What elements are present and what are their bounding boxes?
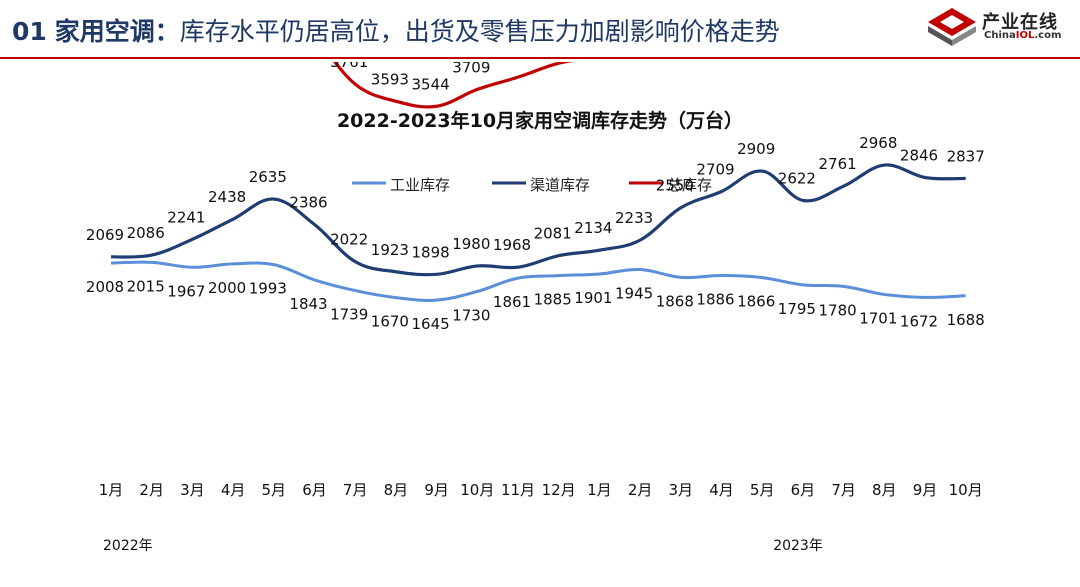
x-tick-label-15: 4月	[709, 481, 734, 499]
chinaiol-logo: 产业在线 ChinaIOL.com	[926, 6, 1076, 50]
data-label-s0-7: 1670	[371, 313, 409, 331]
data-label-s1-12: 2134	[574, 219, 612, 237]
x-tick-label-18: 7月	[831, 481, 856, 499]
data-label-s1-2: 2241	[167, 208, 205, 226]
section-subtitle: 库存水平仍居高位，出货及零售压力加剧影响价格走势	[179, 17, 780, 46]
data-label-s0-13: 1945	[615, 285, 653, 303]
x-tick-label-9: 10月	[460, 481, 494, 499]
x-tick-label-21: 10月	[949, 481, 983, 499]
series-line-2	[110, 0, 966, 109]
logo-mark-icon	[928, 8, 976, 46]
data-label-s0-4: 1993	[249, 280, 287, 298]
section-number: 01	[12, 17, 47, 46]
data-label-s0-17: 1795	[778, 300, 816, 318]
data-label-s1-5: 2386	[289, 193, 327, 211]
year-label-0: 2022年	[103, 538, 153, 554]
page-header: 01 家用空调：库存水平仍居高位，出货及零售压力加剧影响价格走势 产业在线 Ch…	[0, 0, 1080, 62]
data-label-s0-6: 1739	[330, 306, 368, 324]
data-label-s0-3: 2000	[208, 279, 246, 297]
data-label-s0-9: 1730	[452, 306, 490, 324]
x-tick-label-7: 8月	[384, 481, 409, 499]
chart-title: 2022-2023年10月家用空调库存走势（万台）	[337, 109, 743, 132]
data-label-s1-4: 2635	[249, 168, 287, 186]
logo-cn-text: 产业在线	[982, 12, 1058, 33]
year-label-1: 2023年	[773, 538, 823, 554]
series-line-0	[110, 260, 966, 302]
data-label-s1-15: 2709	[696, 161, 734, 179]
data-label-s1-11: 2081	[534, 225, 572, 243]
x-tick-label-17: 6月	[791, 481, 816, 499]
x-tick-label-4: 5月	[262, 481, 287, 499]
data-label-s1-7: 1923	[371, 241, 409, 259]
x-tick-label-6: 7月	[343, 481, 368, 499]
data-label-s1-8: 1898	[412, 243, 450, 261]
x-tick-label-3: 4月	[221, 481, 246, 499]
data-label-s0-2: 1967	[167, 282, 205, 300]
data-label-s0-12: 1901	[574, 289, 612, 307]
data-label-s1-6: 2022	[330, 231, 368, 249]
inventory-line-chart: 2022-2023年10月家用空调库存走势（万台） 工业库存 渠道库存 总库存 2008…	[86, 0, 985, 554]
x-tick-label-5: 6月	[302, 481, 327, 499]
data-label-s1-21: 2837	[947, 147, 985, 165]
x-tick-label-2: 3月	[180, 481, 205, 499]
x-tick-label-14: 3月	[669, 481, 694, 499]
data-label-s2-9: 3709	[452, 62, 490, 76]
x-tick-label-11: 12月	[542, 481, 576, 499]
x-tick-label-16: 5月	[750, 481, 775, 499]
x-tick-label-1: 2月	[139, 481, 164, 499]
x-tick-label-10: 11月	[501, 481, 535, 499]
data-label-s1-3: 2438	[208, 188, 246, 206]
data-label-s1-14: 2550	[656, 177, 694, 195]
logo-en-text: ChinaIOL.com	[984, 30, 1062, 41]
x-tick-label-19: 8月	[872, 481, 897, 499]
series-line-1	[110, 163, 966, 277]
page-title: 01 家用空调：库存水平仍居高位，出货及零售压力加剧影响价格走势	[12, 12, 780, 48]
data-label-s1-18: 2761	[819, 155, 857, 173]
data-label-s0-8: 1645	[412, 315, 450, 333]
data-label-s0-10: 1861	[493, 293, 531, 311]
data-label-s2-6: 3761	[330, 62, 368, 71]
data-label-s0-1: 2015	[127, 277, 165, 295]
header-divider	[0, 57, 1080, 59]
data-label-s0-11: 1885	[534, 291, 572, 309]
data-label-s2-10: 3829	[493, 62, 531, 64]
legend-label-2: 总库存	[667, 176, 712, 194]
data-label-s0-15: 1886	[696, 291, 734, 309]
data-label-s2-7: 3593	[371, 70, 409, 88]
x-tick-label-8: 9月	[424, 481, 449, 499]
data-label-s1-9: 1980	[452, 235, 490, 253]
data-label-s1-17: 2622	[778, 169, 816, 187]
data-label-s1-20: 2846	[900, 147, 938, 165]
data-label-s0-5: 1843	[289, 295, 327, 313]
x-tick-label-12: 1月	[587, 481, 612, 499]
data-label-s0-0: 2008	[86, 278, 124, 296]
data-label-s1-10: 1968	[493, 236, 531, 254]
data-label-s0-20: 1672	[900, 312, 938, 330]
data-label-s1-0: 2069	[86, 226, 124, 244]
legend-label-0: 工业库存	[390, 176, 450, 194]
data-label-s1-16: 2909	[737, 140, 775, 158]
data-label-s1-19: 2968	[859, 134, 897, 152]
x-tick-label-20: 9月	[913, 481, 938, 499]
x-tick-label-0: 1月	[99, 481, 124, 499]
data-label-s1-1: 2086	[127, 224, 165, 242]
data-label-s0-19: 1701	[859, 309, 897, 327]
data-label-s0-16: 1866	[737, 293, 775, 311]
data-label-s1-13: 2233	[615, 209, 653, 227]
data-label-s2-8: 3544	[412, 75, 450, 93]
data-label-s0-21: 1688	[947, 311, 985, 329]
legend-label-1: 渠道库存	[530, 176, 590, 194]
x-tick-label-13: 2月	[628, 481, 653, 499]
data-label-s0-18: 1780	[819, 301, 857, 319]
data-label-s0-14: 1868	[656, 292, 694, 310]
section-topic: 家用空调：	[54, 17, 180, 46]
